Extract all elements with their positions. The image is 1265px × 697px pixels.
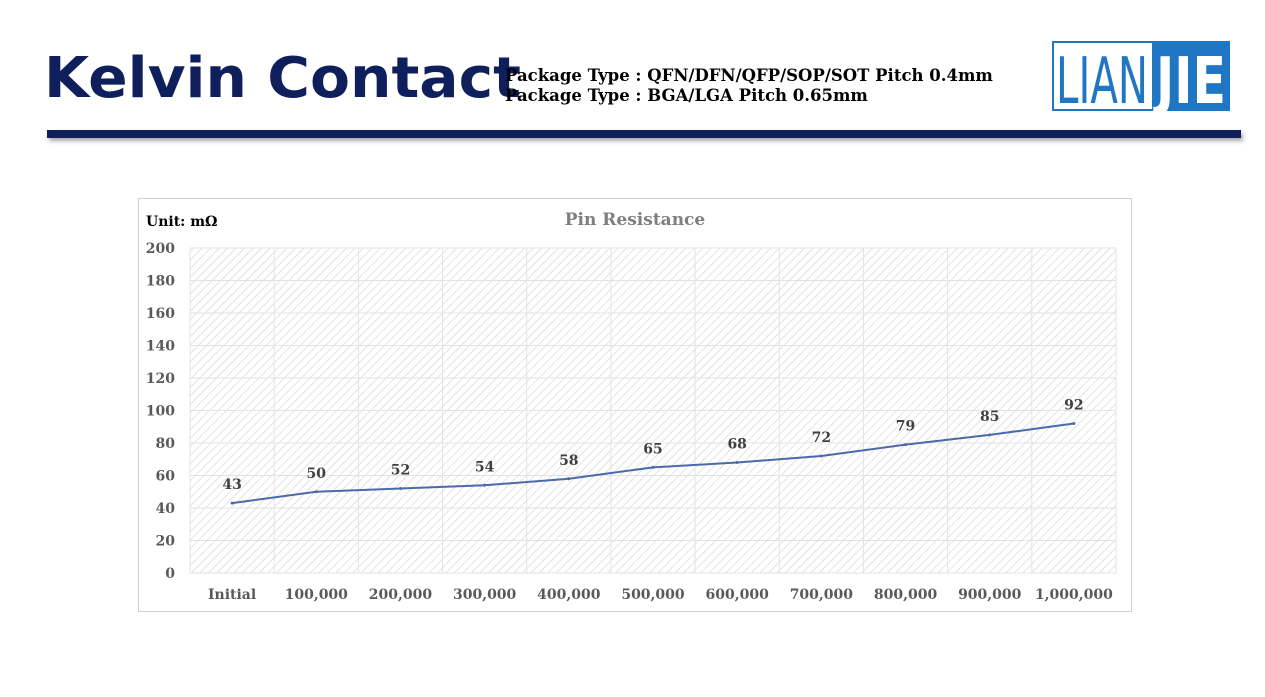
y-tick-label: 60 bbox=[156, 469, 176, 485]
x-tick-label: 700,000 bbox=[790, 587, 854, 603]
data-label: 68 bbox=[727, 437, 746, 453]
data-point bbox=[651, 465, 655, 469]
data-point bbox=[314, 490, 318, 494]
data-point bbox=[567, 477, 571, 481]
x-tick-label: 500,000 bbox=[621, 587, 685, 603]
package-type-line-2: Package Type : BGA/LGA Pitch 0.65mm bbox=[505, 86, 868, 105]
data-point bbox=[1072, 422, 1076, 425]
data-label: 43 bbox=[222, 477, 241, 493]
data-label: 92 bbox=[1064, 398, 1083, 414]
data-point bbox=[735, 461, 739, 464]
y-tick-label: 140 bbox=[146, 339, 175, 355]
x-tick-label: 800,000 bbox=[874, 587, 938, 603]
x-tick-label: 200,000 bbox=[369, 587, 433, 603]
header: Kelvin Contact Package Type : QFN/DFN/QF… bbox=[0, 0, 1265, 150]
data-point bbox=[398, 487, 402, 490]
y-tick-label: 120 bbox=[146, 371, 175, 387]
data-point bbox=[819, 454, 823, 458]
chart-unit-label: Unit: mΩ bbox=[146, 214, 218, 230]
x-tick-label: Initial bbox=[208, 587, 256, 603]
package-type-info: Package Type : QFN/DFN/QFP/SOP/SOT Pitch… bbox=[505, 66, 993, 106]
x-tick-label: 400,000 bbox=[537, 587, 601, 603]
y-tick-label: 40 bbox=[156, 501, 176, 517]
data-label: 52 bbox=[391, 463, 410, 479]
y-tick-label: 80 bbox=[156, 436, 176, 452]
package-type-line-1: Package Type : QFN/DFN/QFP/SOP/SOT Pitch… bbox=[505, 66, 993, 85]
logo-text-lian: LIAN bbox=[1056, 45, 1148, 111]
logo-text-jie: JIE bbox=[1153, 45, 1226, 111]
data-label: 50 bbox=[307, 466, 327, 482]
page-title: Kelvin Contact bbox=[44, 46, 521, 111]
y-tick-label: 160 bbox=[146, 306, 175, 322]
y-tick-label: 100 bbox=[146, 404, 175, 420]
x-tick-label: 300,000 bbox=[453, 587, 517, 603]
y-tick-label: 180 bbox=[146, 274, 175, 290]
y-tick-label: 200 bbox=[146, 241, 175, 257]
data-label: 58 bbox=[559, 453, 578, 469]
data-label: 85 bbox=[980, 409, 999, 425]
x-tick-label: 900,000 bbox=[958, 587, 1022, 603]
data-label: 72 bbox=[812, 430, 831, 446]
data-point bbox=[230, 501, 234, 505]
data-point bbox=[483, 483, 487, 487]
lianjie-logo: LIAN JIE bbox=[1052, 41, 1230, 111]
x-tick-label: 600,000 bbox=[706, 587, 770, 603]
data-point bbox=[988, 433, 992, 437]
data-label: 54 bbox=[475, 459, 495, 475]
data-label: 65 bbox=[643, 441, 662, 457]
y-tick-label: 0 bbox=[165, 566, 175, 582]
header-divider bbox=[47, 130, 1241, 138]
data-point bbox=[904, 443, 908, 447]
x-tick-label: 100,000 bbox=[285, 587, 349, 603]
x-tick-label: 1,000,000 bbox=[1035, 587, 1113, 603]
y-tick-label: 20 bbox=[156, 534, 176, 550]
data-label: 79 bbox=[896, 419, 915, 435]
chart-title: Pin Resistance bbox=[565, 210, 706, 230]
